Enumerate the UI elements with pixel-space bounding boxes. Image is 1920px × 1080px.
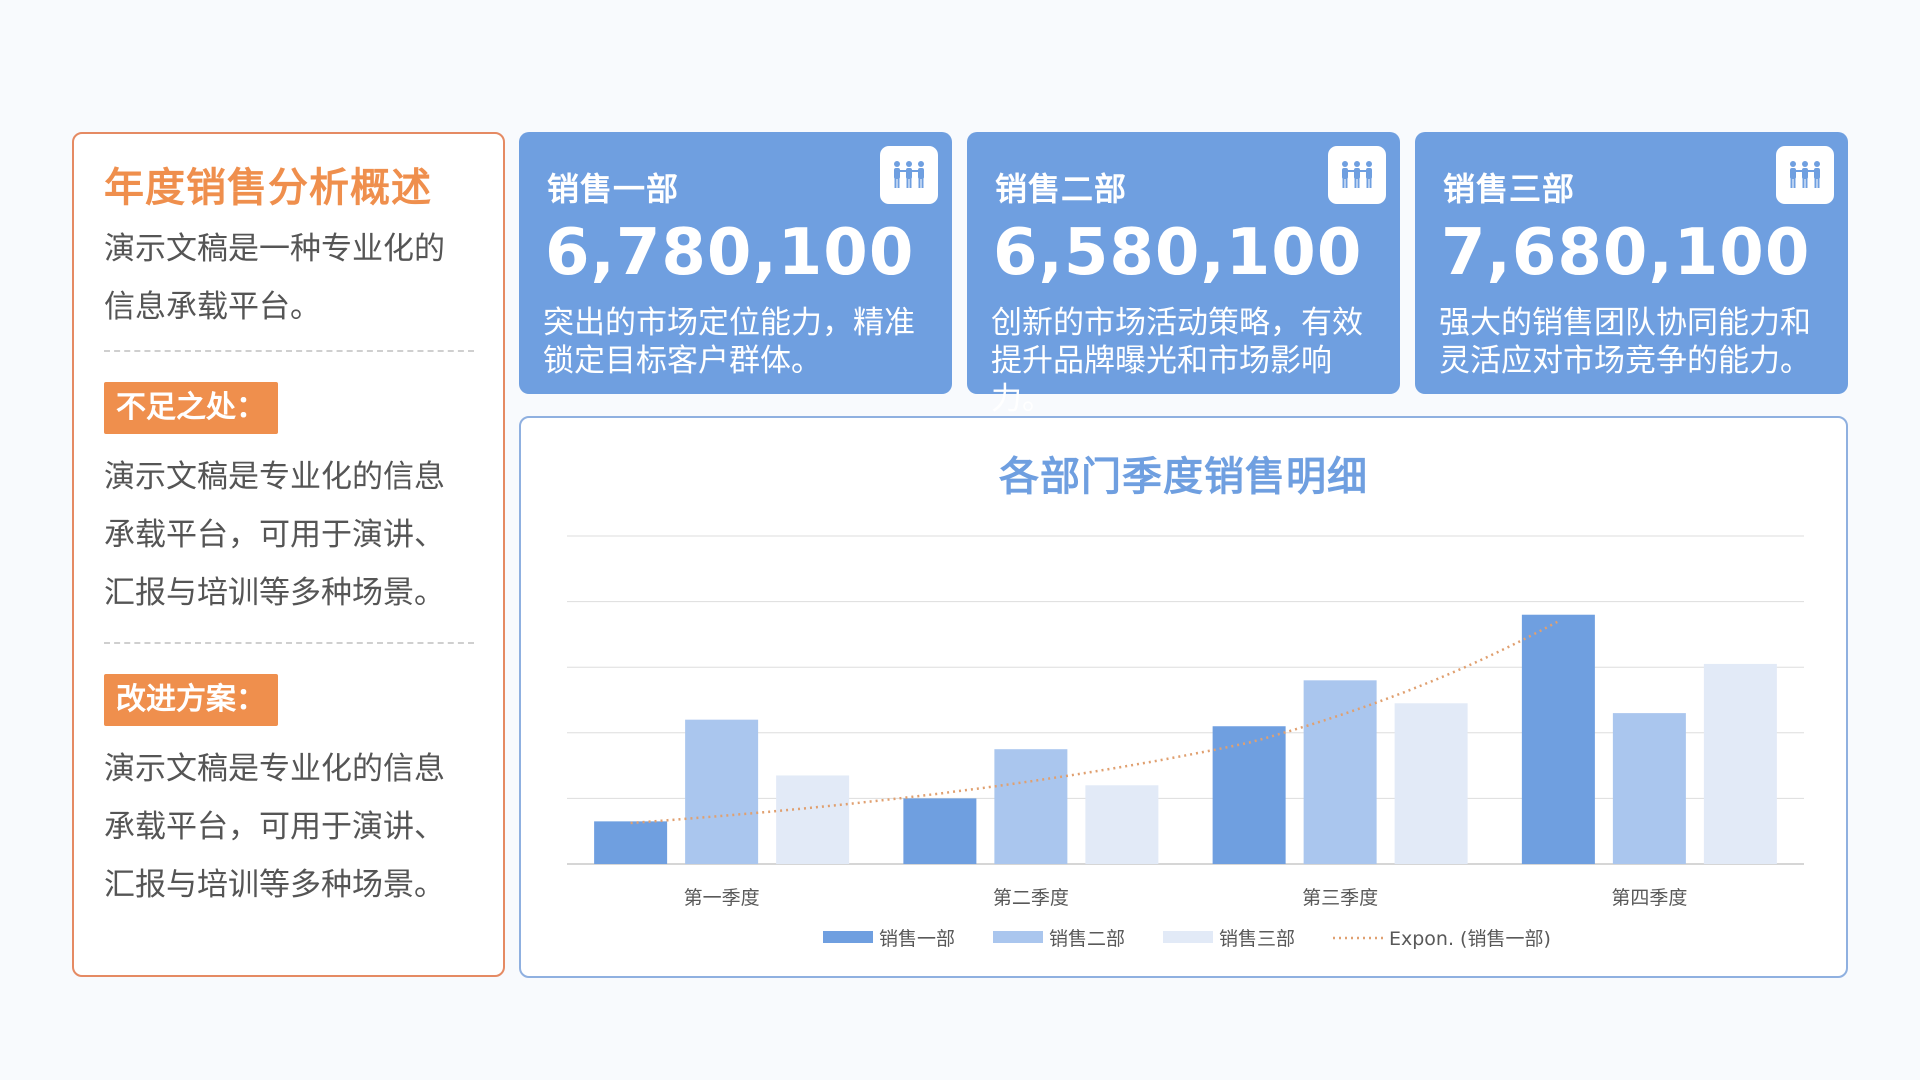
x-tick-label: 第四季度: [1611, 887, 1687, 909]
summary-panel: 年度销售分析概述 演示文稿是一种专业化的信息承载平台。 不足之处： 演示文稿是专…: [72, 132, 505, 977]
kpi-name: 销售三部: [1443, 170, 1576, 208]
summary-intro: 演示文稿是一种专业化的信息承载平台。: [104, 231, 445, 325]
kpi-value: 7,680,100: [1441, 216, 1811, 290]
kpi-name: 销售一部: [547, 170, 680, 208]
bar-2-3: [1303, 680, 1377, 864]
legend-swatch: [823, 931, 873, 943]
bar-2-1: [685, 719, 759, 864]
kpi-name: 销售二部: [995, 170, 1128, 208]
kpi-desc: 创新的市场活动策略，有效提升品牌曝光和市场影响力。: [991, 305, 1363, 417]
legend-swatch: [993, 931, 1043, 943]
kpi-value: 6,780,100: [545, 216, 915, 290]
x-tick-label: 第三季度: [1302, 887, 1378, 909]
bar-3-3: [1394, 703, 1468, 864]
chart-title: 各部门季度销售明细: [999, 454, 1368, 500]
bar-2-4: [1612, 713, 1686, 864]
bar-3-2: [1085, 785, 1159, 864]
x-tick-label: 第二季度: [993, 887, 1069, 909]
kpi-desc: 突出的市场定位能力，精准锁定目标客户群体。: [543, 305, 915, 379]
bar-3-4: [1703, 663, 1777, 864]
bar-1-2: [903, 798, 977, 864]
improve-text: 演示文稿是专业化的信息承载平台，可用于演讲、汇报与培训等多种场景。: [104, 751, 445, 903]
improve-badge: 改进方案：: [104, 674, 278, 726]
bar-1-1: [594, 821, 668, 864]
weakness-text: 演示文稿是专业化的信息承载平台，可用于演讲、汇报与培训等多种场景。: [104, 459, 445, 611]
x-tick-label: 第一季度: [684, 887, 760, 909]
legend-label: 销售三部: [1219, 928, 1295, 950]
trendline: [630, 620, 1559, 825]
team-icon: [880, 146, 938, 204]
team-icon: [1776, 146, 1834, 204]
kpi-desc: 强大的销售团队协同能力和灵活应对市场竞争的能力。: [1439, 305, 1811, 379]
bar-3-1: [776, 775, 850, 864]
team-icon: [1328, 146, 1386, 204]
divider: [104, 642, 474, 644]
chart-panel: 各部门季度销售明细 第一季度 第二季度 第三季度 第四季度销售一部 销售二部 销售三部 Ex…: [519, 416, 1848, 978]
bar-1-4: [1521, 614, 1595, 864]
legend-swatch: [1163, 931, 1213, 943]
legend-label: 销售一部: [879, 928, 955, 950]
bar-2-2: [994, 749, 1068, 864]
kpi-card-dept2: 销售二部 6,580,100 创新的市场活动策略，有效提升品牌曝光和市场影响力。: [967, 132, 1400, 417]
kpi-value: 6,580,100: [993, 216, 1363, 290]
legend-label: Expon. (销售一部): [1389, 928, 1551, 950]
summary-title: 年度销售分析概述: [104, 165, 432, 211]
bar-1-3: [1212, 726, 1286, 864]
kpi-card-dept3: 销售三部 7,680,100 强大的销售团队协同能力和灵活应对市场竞争的能力。: [1415, 132, 1848, 394]
kpi-card-dept1: 销售一部 6,780,100 突出的市场定位能力，精准锁定目标客户群体。: [519, 132, 952, 394]
legend-label: 销售二部: [1049, 928, 1125, 950]
divider: [104, 350, 474, 352]
weakness-badge: 不足之处：: [104, 382, 278, 434]
